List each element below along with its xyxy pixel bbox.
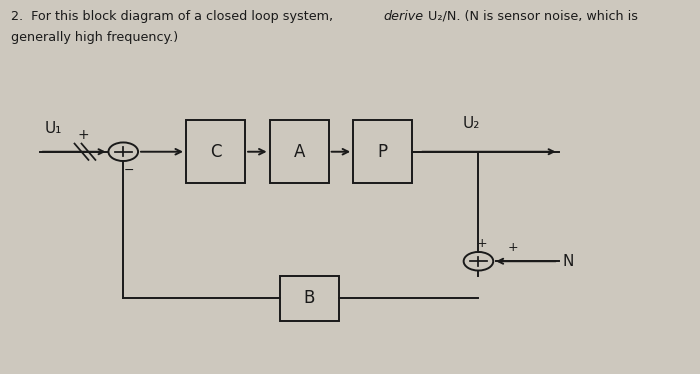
Bar <box>186 120 245 183</box>
Text: B: B <box>304 289 315 307</box>
Text: generally high frequency.): generally high frequency.) <box>11 31 178 44</box>
Text: +: + <box>78 128 90 142</box>
Bar <box>353 120 412 183</box>
Text: A: A <box>293 143 304 161</box>
Bar <box>280 276 340 321</box>
Text: derive: derive <box>384 10 424 22</box>
Text: U₂: U₂ <box>463 116 480 131</box>
Text: +: + <box>477 237 487 250</box>
Text: P: P <box>377 143 388 161</box>
Text: −: − <box>124 164 134 177</box>
Text: N: N <box>562 254 573 269</box>
Text: 2.  For this block diagram of a closed loop system,: 2. For this block diagram of a closed lo… <box>11 10 337 22</box>
Text: C: C <box>210 143 221 161</box>
Text: U₁: U₁ <box>45 121 62 136</box>
Text: U₂/N. (N is sensor noise, which is: U₂/N. (N is sensor noise, which is <box>424 10 638 22</box>
Bar <box>270 120 329 183</box>
Text: +: + <box>508 241 519 254</box>
